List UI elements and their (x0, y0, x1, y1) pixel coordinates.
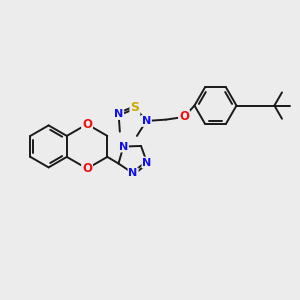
Text: N: N (142, 116, 151, 126)
Text: N: N (119, 142, 128, 152)
Text: N: N (142, 158, 152, 167)
Text: S: S (130, 101, 140, 114)
Text: O: O (82, 162, 92, 175)
Text: N: N (128, 168, 138, 178)
Text: O: O (179, 110, 189, 124)
Text: O: O (82, 118, 92, 131)
Text: N: N (114, 109, 123, 119)
